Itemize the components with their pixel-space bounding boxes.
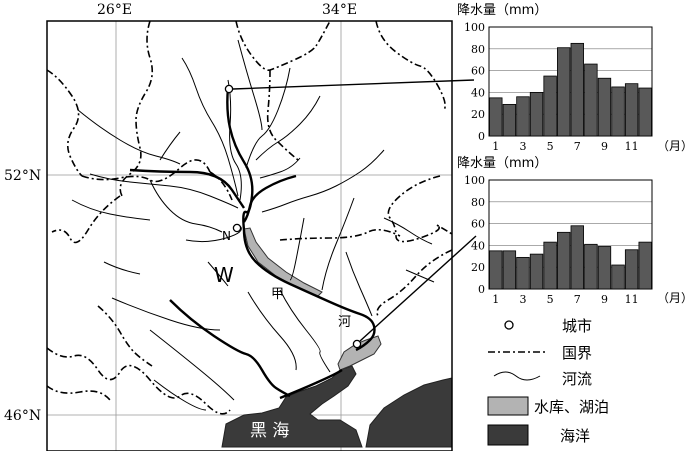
chart-2-bar-month-12 [638, 241, 652, 290]
reservoir-icon [487, 396, 529, 416]
chart-2-ytick-label: 20 [471, 261, 485, 274]
chart-1-ytick-label: 20 [471, 108, 485, 121]
chart-1-bar-month-9 [597, 77, 612, 137]
legend-item-border: 国界 [488, 344, 592, 362]
city-n-label: N [222, 229, 231, 243]
river-jia-label-2: 河 [338, 315, 351, 330]
chart-1-bar-month-3 [516, 96, 530, 137]
chart-2-ytick-label: 0 [478, 283, 485, 296]
legend-item-river: 河流 [493, 370, 592, 388]
chart-2-xtick-label: 3 [519, 293, 526, 306]
chart-2-ytick-label: 60 [471, 218, 485, 231]
chart-1-bar-month-1 [489, 97, 503, 137]
lat-label-46n: 46°N [4, 408, 41, 424]
chart-2-ytick-label: 80 [471, 196, 485, 209]
chart-2-bar-month-10 [611, 264, 625, 290]
chart-1-ytick-label: 0 [478, 130, 485, 143]
chart-2-bar-month-8 [584, 243, 598, 290]
city-river-mouth-icon [352, 339, 362, 349]
chart-1-xtick-label: 11 [625, 140, 639, 153]
chart-1-bar-month-10 [611, 86, 625, 137]
black-sea [221, 365, 453, 448]
chart-1-bars [489, 42, 652, 137]
legend-city-label: 城市 [562, 317, 592, 335]
chart-2-xtick-label: 7 [574, 293, 581, 306]
chart-1-grid [488, 26, 653, 137]
chart-1-xtick-label: 5 [547, 140, 554, 153]
chart-2-ytick-label: 40 [471, 239, 485, 252]
city-top-icon [224, 84, 234, 94]
map-frame [46, 20, 453, 451]
legend-border-label: 国界 [562, 344, 592, 362]
chart-2-ytick-label: 100 [464, 174, 485, 187]
chart-2-bar-month-1 [489, 250, 503, 290]
precip-chart-2: 降水量（mm） 0 20 40 60 80 100 1 3 5 7 9 11 （月） [457, 156, 690, 306]
chart-2-ylabel: 降水量（mm） [457, 156, 547, 171]
legend-item-ocean: 海洋 [487, 424, 590, 446]
chart-2-bar-month-4 [529, 253, 544, 290]
chart-2-xtick-label: 1 [492, 293, 499, 306]
lat-label-52n: 52°N [4, 168, 41, 184]
chart-2-bar-month-5 [543, 241, 557, 290]
national-borders [46, 20, 453, 415]
chart-1-bar-month-7 [570, 42, 584, 137]
chart-1-bar-month-5 [543, 75, 557, 137]
chart-2-bar-month-9 [597, 246, 612, 290]
legend-ocean-label: 海洋 [560, 427, 590, 445]
legend: 城市 国界 河流 水库、湖泊 海洋 [487, 317, 609, 446]
chart-1-ylabel: 降水量（mm） [457, 3, 547, 18]
chart-2-bar-month-6 [557, 231, 571, 290]
chart-2-xtick-label: 11 [625, 293, 639, 306]
chart-1-bar-month-12 [638, 87, 652, 137]
chart-1-bar-month-8 [584, 63, 598, 137]
chart-1-frame [488, 26, 653, 137]
main-rivers [129, 87, 376, 400]
legend-item-reservoir: 水库、湖泊 [487, 396, 609, 416]
chart-1-bar-month-2 [502, 103, 517, 137]
chart-leader-lines [232, 79, 477, 342]
chart-1-yticks: 0 20 40 60 80 100 [464, 21, 485, 143]
chart-2-bar-month-2 [502, 250, 517, 290]
chart-1-xtick-label: 3 [519, 140, 526, 153]
chart-2-bars [489, 225, 652, 290]
chart-1-ytick-label: 100 [464, 21, 485, 34]
chart-1-bar-month-4 [529, 92, 544, 137]
legend-river-label: 河流 [562, 370, 592, 388]
chart-2-xticks: 1 3 5 7 9 11 [492, 293, 638, 306]
precip-chart-1: 降水量（mm） 0 20 40 60 80 100 1 3 5 7 9 11 （月） [457, 3, 690, 153]
chart-1-xticks: 1 3 5 7 9 11 [492, 140, 638, 153]
river-jia-label-1: 甲 [271, 287, 284, 302]
chart-1-xtick-label: 1 [492, 140, 499, 153]
chart-2-yticks: 0 20 40 60 80 100 [464, 174, 485, 296]
chart-1-ytick-label: 80 [471, 43, 485, 56]
reservoirs [243, 227, 382, 371]
chart-2-frame [488, 179, 653, 290]
chart-1-xtick-label: 9 [601, 140, 608, 153]
chart-1-xlabel: （月） [657, 139, 690, 153]
river-line-icon [493, 371, 541, 381]
chart-2-bar-month-3 [516, 256, 530, 290]
city-icon [504, 320, 514, 330]
city-n-icon [232, 223, 242, 233]
rivers [71, 39, 435, 411]
chart-1-bar-month-6 [557, 47, 571, 137]
chart-1-bar-month-11 [624, 83, 639, 137]
lon-label-26e: 26°E [97, 2, 132, 18]
chart-1-xtick-label: 7 [574, 140, 581, 153]
chart-1-ytick-label: 60 [471, 65, 485, 78]
chart-2-bar-month-7 [570, 225, 584, 290]
legend-item-city: 城市 [504, 317, 592, 335]
legend-reservoir-label: 水库、湖泊 [534, 398, 609, 416]
ocean-icon [487, 424, 529, 446]
chart-1-ytick-label: 40 [471, 86, 485, 99]
chart-2-xlabel: （月） [657, 291, 690, 305]
chart-2-bar-month-11 [624, 249, 639, 290]
chart-2-grid [488, 179, 653, 290]
map-panel: 26°E 34°E 52°N 46°N W N 甲 河 黑 海 [4, 2, 477, 451]
chart-2-xtick-label: 9 [601, 293, 608, 306]
chart-2-xtick-label: 5 [547, 293, 554, 306]
lon-label-34e: 34°E [322, 2, 357, 18]
region-w-label: W [214, 263, 234, 287]
black-sea-label: 黑 海 [250, 421, 289, 441]
